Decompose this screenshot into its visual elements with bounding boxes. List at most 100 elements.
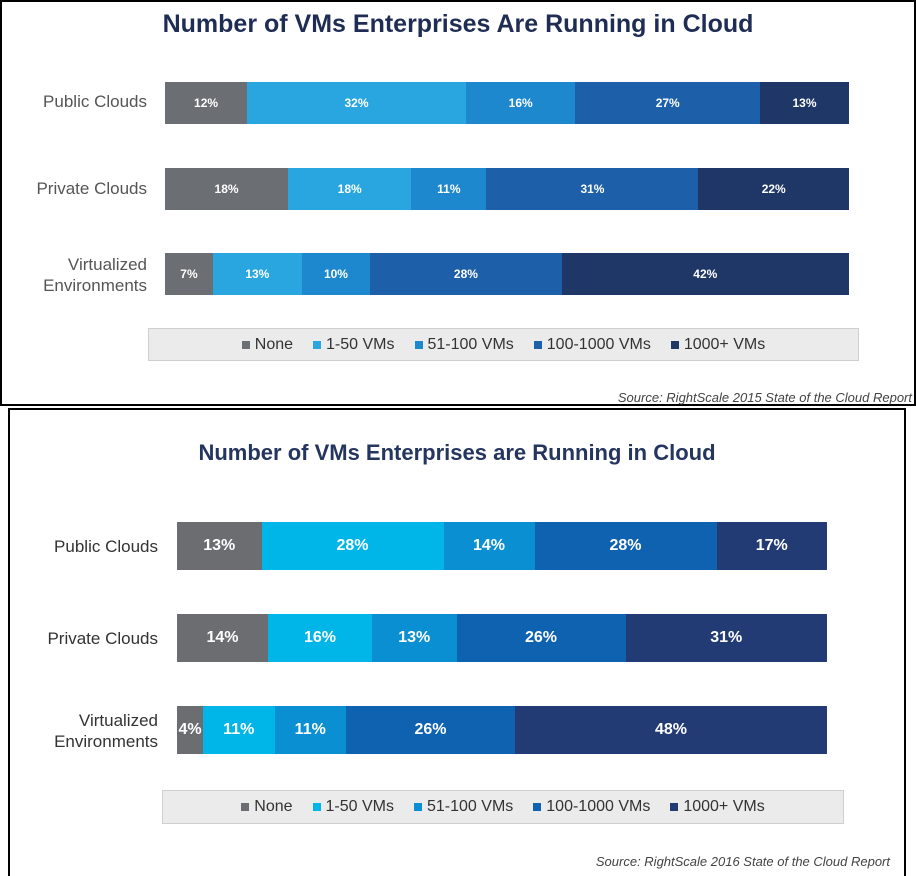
bar-segment: 28% — [261, 522, 444, 570]
bar-segment: 18% — [165, 168, 289, 210]
data-label: 48% — [654, 721, 688, 738]
chart-title: Number of VMs Enterprises are Running in… — [198, 440, 716, 465]
bar-segment: 32% — [247, 82, 466, 124]
data-label: 17% — [755, 537, 788, 554]
bar-row: 7% 13% 10% 28% 42% — [165, 253, 849, 295]
category-label: Virtualized Environments — [54, 711, 158, 751]
legend-label: 1000+ VMs — [683, 798, 765, 815]
bar-segment: 18% — [288, 168, 412, 210]
legend: None 1-50 VMs 51-100 VMs 100-1000 VMs 1000+ … — [148, 328, 859, 361]
bar-segment: 31% — [625, 614, 827, 662]
bar-segment: 4% — [177, 706, 203, 754]
data-label: 28% — [609, 537, 642, 554]
bar-segment: 16% — [465, 82, 576, 124]
category-label: Virtualized Environments — [43, 255, 147, 295]
data-label: 10% — [323, 267, 348, 281]
source-note: Source: RightScale 2015 State of the Clo… — [617, 390, 912, 405]
data-label: 32% — [344, 96, 369, 110]
legend-label: 1-50 VMs — [325, 798, 394, 815]
legend-item: 1000+ VMs — [670, 335, 766, 354]
legend-label: None — [254, 798, 293, 815]
data-label: 13% — [792, 96, 817, 110]
legend-swatch — [312, 803, 321, 811]
data-label: 22% — [761, 182, 786, 196]
legend-swatch — [241, 803, 250, 811]
legend-label: 1000+ VMs — [683, 335, 766, 353]
category-label: Private Clouds — [36, 179, 147, 198]
legend-item: 100-1000 VMs — [533, 798, 650, 816]
legend-swatch — [414, 803, 422, 811]
bar-segment: 10% — [301, 253, 371, 295]
data-label: 13% — [398, 629, 431, 646]
legend-label: 100-1000 VMs — [546, 798, 651, 815]
legend: None 1-50 VMs 51-100 VMs 100-1000 VMs 1000+ … — [162, 790, 844, 824]
data-label: 18% — [337, 182, 362, 196]
legend-item: None — [241, 798, 293, 816]
legend-item: 100-1000 VMs — [533, 336, 651, 354]
bar-segment: 11% — [274, 706, 346, 754]
bar-segment: 13% — [760, 82, 849, 124]
data-label: 31% — [710, 629, 743, 646]
data-label: 12% — [194, 96, 219, 110]
bar-row: 13% 28% 14% 28% 17% — [177, 522, 827, 570]
category-label: Private Clouds — [47, 629, 158, 648]
bar-segment: 26% — [346, 706, 515, 754]
bar-row: 18% 18% 11% 31% 22% — [165, 168, 849, 210]
data-label: 4% — [178, 721, 202, 738]
bar-segment: 17% — [716, 522, 827, 570]
legend-swatch — [533, 803, 542, 811]
data-label: 18% — [214, 182, 239, 196]
bar-segment: 26% — [456, 614, 626, 662]
data-label: 11% — [223, 721, 255, 738]
bar-segment: 7% — [165, 253, 213, 295]
bar-segment: 48% — [515, 706, 827, 754]
bar-segment: 13% — [372, 614, 457, 662]
bar-segment: 22% — [698, 168, 849, 210]
legend-swatch — [533, 340, 542, 349]
bar-segment: 13% — [212, 253, 302, 295]
data-label: 7% — [180, 267, 198, 281]
data-label: 27% — [655, 96, 680, 110]
category-label: Public Clouds — [54, 537, 158, 556]
legend-item: 1000+ VMs — [670, 798, 765, 816]
bar-segment: 28% — [370, 253, 562, 295]
bar-segment: 11% — [411, 168, 487, 210]
legend-item: 51-100 VMs — [414, 798, 513, 816]
legend-label: 51-100 VMs — [427, 798, 514, 815]
data-label: 14% — [206, 629, 239, 646]
bar-row: 14% 16% 13% 26% 31% — [177, 614, 827, 662]
legend-swatch — [241, 340, 250, 349]
data-label: 13% — [245, 267, 270, 281]
legend-swatch — [313, 340, 322, 349]
chart-2016: Number of VMs Enterprises are Running in… — [8, 408, 906, 876]
data-label: 11% — [294, 721, 326, 738]
legend-item: 1-50 VMs — [312, 798, 394, 816]
legend-item: None — [241, 335, 294, 354]
data-label: 28% — [453, 267, 478, 281]
data-label: 28% — [336, 537, 369, 554]
legend-label: None — [254, 335, 294, 353]
bar-row: 4% 11% 11% 26% 48% — [177, 706, 827, 754]
legend-label: 51-100 VMs — [427, 335, 514, 353]
legend-item: 51-100 VMs — [414, 335, 514, 354]
legend-swatch — [670, 803, 679, 811]
data-label: 11% — [437, 182, 461, 196]
bar-segment: 14% — [177, 614, 268, 662]
data-label: 16% — [303, 629, 337, 646]
data-label: 26% — [524, 629, 558, 646]
bar-segment: 16% — [268, 614, 372, 662]
bar-segment: 13% — [177, 522, 262, 570]
bar-segment: 31% — [486, 168, 699, 210]
chart-title: Number of VMs Enterprises Are Running in… — [162, 10, 754, 38]
data-label: 42% — [693, 267, 718, 281]
legend-swatch — [670, 340, 679, 349]
data-label: 31% — [580, 182, 605, 196]
bar-segment: 14% — [443, 522, 535, 570]
bar-segment: 12% — [165, 82, 248, 124]
chart-2015: Number of VMs Enterprises Are Running in… — [0, 0, 916, 406]
bar-segment: 42% — [561, 253, 849, 295]
data-label: 16% — [508, 96, 533, 110]
data-label: 26% — [414, 721, 447, 738]
legend-swatch — [414, 340, 423, 349]
source-note: Source: RightScale 2016 State of the Clo… — [595, 854, 890, 869]
